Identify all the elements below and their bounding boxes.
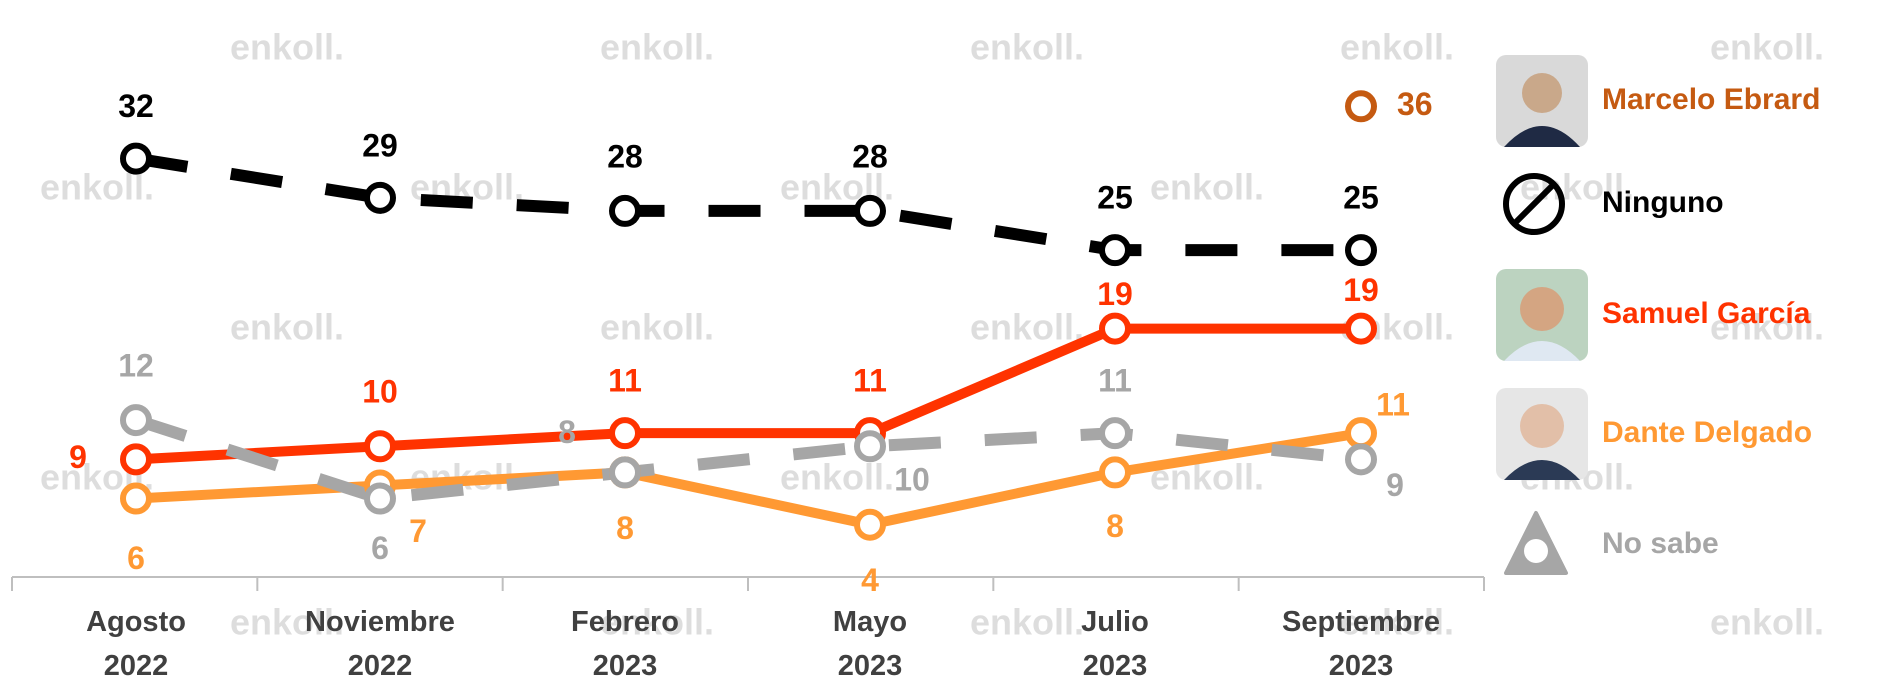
x-tick-label: Febrero 2023: [525, 600, 725, 686]
data-label: 25: [1097, 180, 1133, 216]
data-label: 32: [118, 88, 154, 124]
data-label: 9: [69, 439, 87, 475]
data-label: 4: [861, 562, 879, 598]
point: [612, 459, 638, 485]
page: enkoll. enkoll. enkoll. enkoll. enkoll. enkol…: [0, 0, 1885, 686]
x-tick-label: Mayo 2023: [770, 600, 970, 686]
legend-label: Ninguno: [1602, 186, 1724, 219]
x-tick-label: Noviembre 2022: [280, 600, 480, 686]
data-label: 10: [362, 374, 398, 410]
point: [1348, 237, 1374, 263]
point: [1102, 237, 1128, 263]
watermark: enkoll.: [600, 307, 714, 348]
legend-photo-face: [1522, 73, 1562, 113]
point: [1102, 459, 1128, 485]
data-label: 11: [1376, 387, 1410, 423]
data-label: 19: [1097, 276, 1133, 312]
data-label: 7: [409, 513, 427, 549]
legend-item: Dante Delgado: [1496, 388, 1812, 480]
point: [367, 185, 393, 211]
data-label: 8: [558, 414, 576, 450]
point: [123, 446, 149, 472]
point: [612, 198, 638, 224]
point: [123, 407, 149, 433]
data-label: 8: [1106, 508, 1124, 544]
point: [857, 433, 883, 459]
legend-photo-face: [1520, 404, 1564, 448]
point: [1348, 446, 1374, 472]
data-label: 25: [1343, 180, 1379, 216]
watermark: enkoll.: [230, 27, 344, 68]
data-label: 19: [1343, 272, 1379, 308]
data-label: 11: [608, 363, 642, 399]
legend-label: Samuel García: [1602, 297, 1811, 330]
data-label: 28: [607, 138, 643, 174]
watermark: enkoll.: [1710, 27, 1824, 68]
legend-label: Dante Delgado: [1602, 416, 1812, 449]
point: [857, 512, 883, 538]
point: [1348, 316, 1374, 342]
legend-label: Marcelo Ebrard: [1602, 83, 1820, 116]
legend-icon: [1524, 539, 1548, 563]
x-tick-label: Septiembre 2023: [1261, 600, 1461, 686]
watermark: enkoll.: [1710, 602, 1824, 643]
watermark: enkoll.: [970, 307, 1084, 348]
point: [367, 433, 393, 459]
watermark: enkoll.: [230, 307, 344, 348]
data-label: 6: [371, 530, 389, 566]
data-label: 36: [1397, 86, 1433, 122]
point: [857, 198, 883, 224]
data-label: 28: [852, 138, 888, 174]
point: [612, 420, 638, 446]
point: [1102, 420, 1128, 446]
point: [123, 486, 149, 512]
data-label: 11: [853, 363, 887, 399]
chart: enkoll. enkoll. enkoll. enkoll. enkoll. enkol…: [0, 0, 1885, 686]
watermark: enkoll.: [1150, 167, 1264, 208]
data-label: 11: [1098, 363, 1132, 399]
watermark: enkoll.: [1340, 27, 1454, 68]
x-tick-label: Julio 2023: [1015, 600, 1215, 686]
data-label: 10: [894, 462, 930, 498]
data-label: 9: [1386, 467, 1404, 503]
legend-item: Marcelo Ebrard: [1496, 55, 1820, 147]
legend-label: No sabe: [1602, 527, 1719, 560]
point: [1348, 93, 1374, 119]
legend-item: No sabe: [1506, 513, 1719, 573]
point: [367, 486, 393, 512]
point: [123, 146, 149, 172]
data-label: 29: [362, 127, 398, 163]
data-label: 12: [118, 348, 154, 384]
data-label: 6: [127, 540, 145, 576]
watermark: enkoll.: [970, 27, 1084, 68]
point: [1348, 420, 1374, 446]
watermark: enkoll.: [780, 457, 894, 498]
x-tick-label: Agosto 2022: [36, 600, 236, 686]
point: [1102, 316, 1128, 342]
legend-photo-face: [1520, 287, 1564, 331]
watermark: enkoll.: [600, 27, 714, 68]
data-label: 8: [616, 510, 634, 546]
